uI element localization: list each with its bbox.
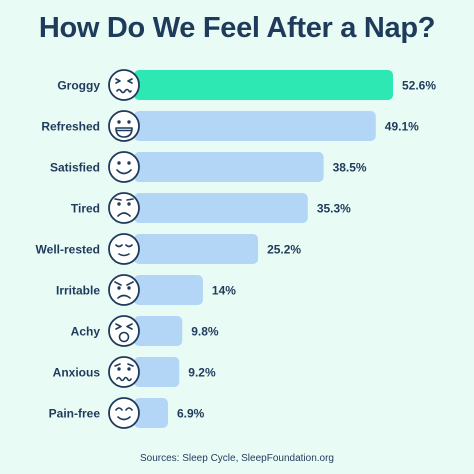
chart-title: How Do We Feel After a Nap? (38, 12, 436, 44)
relieved-face-icon (108, 233, 140, 265)
source-note: Sources: Sleep Cycle, SleepFoundation.or… (139, 453, 334, 464)
bar-refreshed (134, 111, 376, 141)
value-label: 52.6% (402, 79, 436, 93)
grinning-face-icon (108, 110, 140, 142)
bar-groggy (134, 70, 393, 100)
value-label: 35.3% (317, 202, 351, 216)
bar-achy (134, 316, 183, 346)
category-label: Refreshed (41, 120, 100, 134)
bar-pain-free (134, 398, 168, 428)
category-label: Tired (71, 202, 100, 216)
smiling-face-icon (108, 151, 140, 183)
category-label: Anxious (53, 366, 101, 380)
category-label: Irritable (56, 284, 100, 298)
worried-face-icon (108, 356, 140, 388)
angry-face-icon (108, 274, 140, 306)
bar-tired (134, 193, 308, 223)
value-label: 25.2% (267, 243, 301, 257)
category-label: Pain-free (49, 407, 101, 421)
bar-satisfied (134, 152, 324, 182)
category-label: Groggy (57, 79, 100, 93)
value-label: 49.1% (385, 120, 419, 134)
pained-face-icon (108, 315, 140, 347)
category-label: Satisfied (50, 161, 100, 175)
bar-irritable (134, 275, 203, 305)
bar-well-rested (134, 234, 259, 264)
sad-face-icon (108, 192, 140, 224)
value-label: 9.2% (188, 366, 216, 380)
category-label: Achy (71, 325, 101, 339)
content-face-icon (108, 397, 140, 429)
value-label: 14% (212, 284, 236, 298)
value-label: 9.8% (191, 325, 219, 339)
groggy-face-icon (108, 69, 140, 101)
category-label: Well-rested (36, 243, 100, 257)
bar-anxious (134, 357, 180, 387)
value-label: 6.9% (177, 407, 205, 421)
value-label: 38.5% (333, 161, 367, 175)
